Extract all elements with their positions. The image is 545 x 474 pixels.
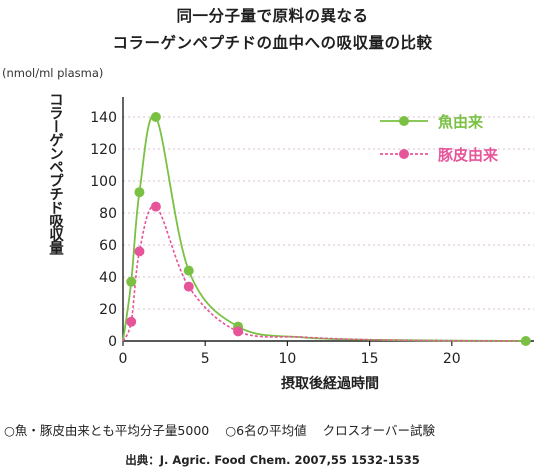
legend-label-1: 魚由来 <box>438 113 484 131</box>
footnote-item-2: ○6名の平均値 <box>225 423 307 438</box>
x-tick-label: 5 <box>201 351 210 367</box>
y-axis-unit: (nmol/ml plasma) <box>2 66 104 80</box>
x-tick-label: 0 <box>119 351 128 367</box>
chart-title-line-2: コラーゲンペプチドの血中への吸収量の比較 <box>112 34 433 52</box>
series-line-2 <box>122 205 518 342</box>
x-axis-label: 摂取後経過時間 <box>281 376 379 392</box>
grid-lines <box>123 116 534 310</box>
y-tick-label: 140 <box>90 110 117 126</box>
legend-marker-2 <box>399 149 409 159</box>
footnote-item-3: クロスオーバー試験 <box>322 423 435 438</box>
data-point-series-1 <box>183 265 194 276</box>
source-citation: 出典：J. Agric. Food Chem. 2007,55 1532-153… <box>125 453 420 467</box>
chart-title-line-1: 同一分子量で原料の異なる <box>176 7 369 25</box>
data-point-series-1 <box>150 112 161 122</box>
data-point-series-2 <box>134 246 145 257</box>
footnote: ○魚・豚皮由来とも平均分子量5000 ○6名の平均値 クロスオーバー試験 <box>4 420 447 439</box>
y-tick-label: 40 <box>99 270 117 286</box>
data-point-series-1 <box>134 187 145 198</box>
y-axis-label: コラーゲンペプチド吸収量 <box>47 92 63 254</box>
y-tick-label: 100 <box>90 174 117 190</box>
data-point-series-2 <box>233 326 244 337</box>
y-tick-label: 120 <box>90 142 117 158</box>
legend-marker-1 <box>399 116 409 126</box>
x-tick-labels: 0 5 10 15 20 <box>119 351 461 367</box>
data-point-series-2 <box>183 281 194 292</box>
y-tick-labels: 0 20 40 60 80 100 120 140 <box>90 110 117 350</box>
x-tick-label: 10 <box>278 351 296 367</box>
data-point-series-2 <box>126 316 137 327</box>
legend-label-2: 豚皮由来 <box>438 146 499 164</box>
x-tick-label: 15 <box>361 351 379 367</box>
y-tick-label: 20 <box>99 302 117 318</box>
series-markers <box>126 112 531 346</box>
y-tick-label: 0 <box>108 334 117 350</box>
y-tick-label: 60 <box>99 238 117 254</box>
x-tick-label: 20 <box>443 351 461 367</box>
data-point-series-1 <box>520 336 531 346</box>
footnote-item-1: ○魚・豚皮由来とも平均分子量5000 <box>4 423 210 438</box>
y-tick-label: 80 <box>99 206 117 222</box>
data-point-series-1 <box>126 276 137 287</box>
data-point-series-2 <box>150 201 161 212</box>
